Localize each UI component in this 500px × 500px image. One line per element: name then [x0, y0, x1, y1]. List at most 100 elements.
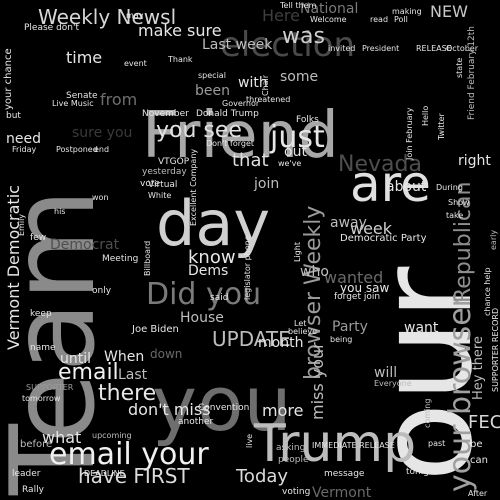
cloud-word: join	[254, 176, 280, 192]
cloud-word: make sure	[138, 21, 222, 40]
cloud-word: before	[20, 439, 53, 450]
cloud-word: upcoming	[92, 431, 132, 440]
cloud-word: Virtual	[148, 180, 178, 190]
cloud-word: Vermont Democratic	[4, 185, 23, 350]
cloud-word: about	[386, 179, 427, 195]
cloud-word: some	[280, 69, 319, 85]
cloud-word: with	[238, 75, 268, 91]
cloud-word: out	[284, 144, 307, 160]
cloud-word: won	[92, 193, 109, 202]
cloud-word: DEADLINE	[84, 469, 125, 478]
cloud-word: Democrat	[50, 237, 120, 253]
cloud-word: you saw	[340, 281, 390, 295]
cloud-word: October	[446, 44, 479, 53]
cloud-word: Meeting	[102, 254, 139, 264]
cloud-word: election	[220, 25, 356, 65]
cloud-word: more	[262, 401, 304, 420]
cloud-word: be	[470, 439, 483, 450]
cloud-word: special	[198, 71, 226, 80]
cloud-word: Senate	[66, 91, 98, 101]
cloud-word: Folks	[296, 115, 319, 125]
cloud-word: miss your	[308, 342, 327, 420]
cloud-word: have FIRST	[78, 464, 190, 488]
cloud-word: White	[148, 191, 172, 200]
cloud-word: few	[30, 233, 47, 243]
cloud-word: threatened	[246, 95, 291, 104]
cloud-word: vote	[140, 179, 160, 189]
cloud-word: Governor	[222, 99, 260, 108]
cloud-word: wanted	[324, 268, 384, 287]
cloud-word: there	[98, 381, 157, 406]
cloud-word: Live Music	[52, 99, 94, 108]
cloud-word: Thank	[168, 55, 193, 64]
cloud-word: message	[324, 469, 365, 479]
cloud-word: Everyone	[374, 379, 412, 388]
cloud-word: Billboard	[143, 240, 152, 276]
cloud-word: Excellent Company	[189, 148, 198, 226]
cloud-word: Twitter	[437, 113, 446, 140]
cloud-word: month	[258, 335, 304, 351]
cloud-word: who	[300, 264, 329, 280]
cloud-word: state	[455, 57, 464, 78]
cloud-word: IMMEDIATE RELEASE	[312, 441, 395, 450]
cloud-word: can	[470, 455, 488, 466]
cloud-word: his	[54, 207, 66, 216]
cloud-word: RELEASE	[416, 44, 452, 53]
cloud-word: time	[66, 48, 103, 67]
cloud-word: During	[436, 183, 463, 192]
cloud-word: Poll	[394, 15, 408, 24]
cloud-word: right	[458, 153, 491, 169]
cloud-word: Please don't	[24, 23, 79, 33]
cloud-word: Did you	[146, 277, 262, 312]
cloud-word: week	[350, 219, 393, 238]
cloud-word: people	[278, 455, 309, 465]
cloud-word: Postponed	[56, 145, 98, 154]
cloud-word: said	[210, 293, 229, 303]
cloud-word: Joe Biden	[132, 324, 179, 335]
cloud-word: asking	[276, 443, 306, 453]
cloud-word: Chair	[261, 74, 270, 96]
cloud-word: day	[156, 187, 271, 260]
cloud-word: Convention	[198, 403, 250, 413]
cloud-word: invited	[328, 44, 356, 53]
cloud-word: Hello	[421, 105, 430, 126]
cloud-word: Friend	[142, 99, 339, 173]
cloud-word: Nevada	[338, 152, 422, 177]
cloud-word: SUPPORTER	[26, 383, 74, 392]
cloud-word: Last week	[202, 37, 273, 53]
cloud-word: yesterday	[142, 167, 187, 177]
cloud-word: President	[362, 44, 400, 53]
cloud-word: want	[404, 320, 439, 336]
cloud-word: early	[489, 229, 498, 250]
cloud-word: Light	[293, 242, 302, 262]
cloud-word: Friday	[12, 145, 37, 154]
cloud-word: need	[6, 131, 41, 147]
cloud-word: your chance	[3, 48, 14, 110]
cloud-word: coming	[423, 398, 432, 428]
cloud-word: may	[126, 11, 144, 20]
cloud-word: Let	[294, 319, 307, 328]
cloud-word: legislator phone	[243, 235, 252, 300]
cloud-word: Friend February 12th	[467, 26, 477, 120]
cloud-word: National	[300, 1, 359, 17]
cloud-word: NEW	[430, 2, 468, 21]
cloud-word: leader	[12, 469, 41, 479]
cloud-word: just	[270, 120, 325, 155]
cloud-word: VTGOP	[158, 157, 190, 167]
cloud-word: end	[94, 145, 110, 154]
cloud-word: Tell them	[280, 1, 317, 10]
cloud-word: November	[142, 109, 189, 119]
cloud-word: another	[178, 417, 214, 427]
cloud-word: tomorrow	[22, 394, 61, 403]
cloud-word: email	[58, 360, 119, 385]
cloud-word: forget join	[334, 292, 381, 302]
cloud-word: SUPPORTER RECORD	[491, 307, 500, 392]
cloud-word: but	[6, 111, 21, 121]
cloud-word: are	[350, 155, 431, 213]
cloud-word: you	[152, 359, 292, 448]
cloud-word: Don't forget	[206, 139, 254, 148]
cloud-word: until	[60, 351, 92, 367]
cloud-word: Today	[236, 466, 289, 487]
cloud-word: read	[370, 15, 389, 24]
cloud-word: away	[330, 215, 367, 231]
